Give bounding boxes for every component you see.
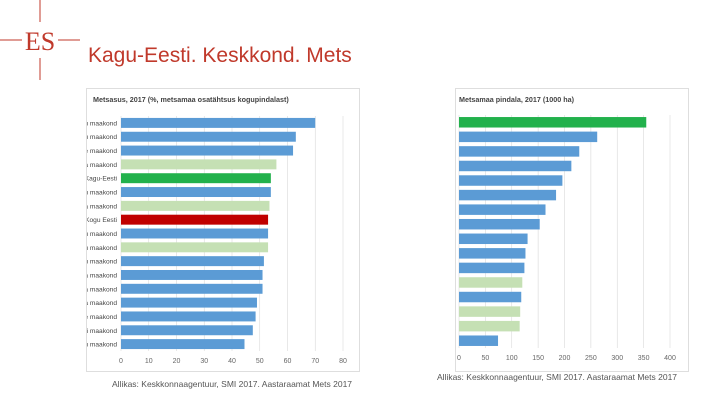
- category-label: Kogu Eesti: [87, 217, 118, 224]
- category-label: Lääne maakond: [87, 314, 117, 321]
- category-label: Järva maakond: [87, 286, 117, 293]
- chart-forest-area: Metsamaa pindala, 2017 (1000 ha) 0 50 100 15…: [457, 95, 676, 362]
- x-tick-label: 350: [638, 355, 650, 362]
- x-tick-label: 20: [173, 358, 181, 365]
- category-label: Põlva maakond: [87, 203, 117, 210]
- chart-panel-forest-coverage: Metsasus, 2017 (%, metsamaa osatähtsus k…: [86, 88, 360, 372]
- x-tick-label: 0: [119, 358, 123, 365]
- x-tick-label: 150: [532, 355, 544, 362]
- bar: [121, 117, 316, 128]
- bar: [121, 339, 245, 350]
- bar: [459, 117, 647, 128]
- x-tick-label: 50: [481, 355, 489, 362]
- bar: [459, 291, 522, 303]
- slide-title: Kagu-Eesti. Keskkond. Mets: [88, 44, 352, 67]
- logo: ES: [0, 0, 80, 80]
- x-tick-label: 40: [228, 358, 236, 365]
- category-label: Lääne-Viru maakond: [87, 231, 117, 238]
- category-label: Võru maakond: [87, 245, 117, 252]
- chart-forest-coverage: Metsasus, 2017 (%, metsamaa osatähtsus k…: [87, 95, 347, 365]
- category-label: Harju maakond: [87, 259, 117, 266]
- x-tick-label: 60: [284, 358, 292, 365]
- bar: [121, 159, 277, 170]
- x-tick-label: 400: [664, 355, 676, 362]
- bar: [121, 131, 296, 142]
- bar: [121, 228, 269, 239]
- x-tick-label: 0: [457, 355, 461, 362]
- category-label: Tartu maakond: [87, 342, 117, 349]
- bar: [459, 175, 563, 186]
- chart-source-left: Allikas: Keskkonnaagentuur, SMI 2017. Aa…: [112, 379, 353, 389]
- logo-backdrop: [22, 22, 58, 58]
- category-label: Pärnu maakond: [87, 190, 117, 197]
- chart-source-right: Allikas: Keskkonnaagentuur, SMI 2017. Aa…: [437, 372, 678, 382]
- x-tick-label: 80: [339, 358, 347, 365]
- bar: [459, 277, 523, 288]
- bar: [121, 297, 257, 308]
- x-tick-label: 100: [506, 355, 518, 362]
- bar: [121, 269, 263, 280]
- bar: [459, 131, 598, 143]
- category-label: Kagu-Eesti: [87, 176, 118, 183]
- bar: [459, 218, 540, 230]
- x-tick-label: 200: [559, 355, 571, 362]
- bar: [121, 256, 264, 267]
- bar: [459, 204, 546, 215]
- x-tick-label: 30: [200, 358, 208, 365]
- category-label: Valga maakond: [87, 162, 117, 169]
- bar: [121, 242, 269, 253]
- chart-title: Metsamaa pindala, 2017 (1000 ha): [459, 95, 575, 104]
- bar: [121, 325, 253, 336]
- x-tick-label: 50: [256, 358, 264, 365]
- bar: [459, 248, 526, 259]
- category-label: Jõgeva maakond: [87, 300, 117, 307]
- category-label: Saare maakond: [87, 148, 117, 155]
- bar: [459, 233, 528, 245]
- bar: [121, 145, 294, 156]
- category-label: Hiiu maakond: [87, 120, 117, 127]
- bar: [459, 320, 520, 332]
- category-label: Ida-Viru maakond: [87, 134, 117, 141]
- category-label: Rapla maakond: [87, 272, 117, 279]
- category-label: Viljandi maakond: [87, 328, 117, 335]
- logo-text: ES: [25, 27, 55, 56]
- bar: [459, 262, 525, 274]
- bar: [121, 283, 263, 294]
- bar: [459, 146, 580, 157]
- x-tick-label: 10: [145, 358, 153, 365]
- x-tick-label: 70: [311, 358, 319, 365]
- bar: [121, 311, 256, 322]
- x-tick-label: 300: [611, 355, 623, 362]
- bar: [121, 187, 271, 198]
- x-tick-label: 250: [585, 355, 597, 362]
- bar: [459, 335, 499, 346]
- bar: [121, 173, 271, 184]
- bar: [459, 160, 572, 172]
- chart-title: Metsasus, 2017 (%, metsamaa osatähtsus k…: [93, 95, 289, 104]
- chart-panel-forest-area: Metsamaa pindala, 2017 (1000 ha) 0 50 100 15…: [455, 88, 689, 372]
- bar: [459, 189, 557, 201]
- bar: [121, 214, 269, 225]
- bar: [121, 200, 270, 211]
- bar: [459, 306, 521, 317]
